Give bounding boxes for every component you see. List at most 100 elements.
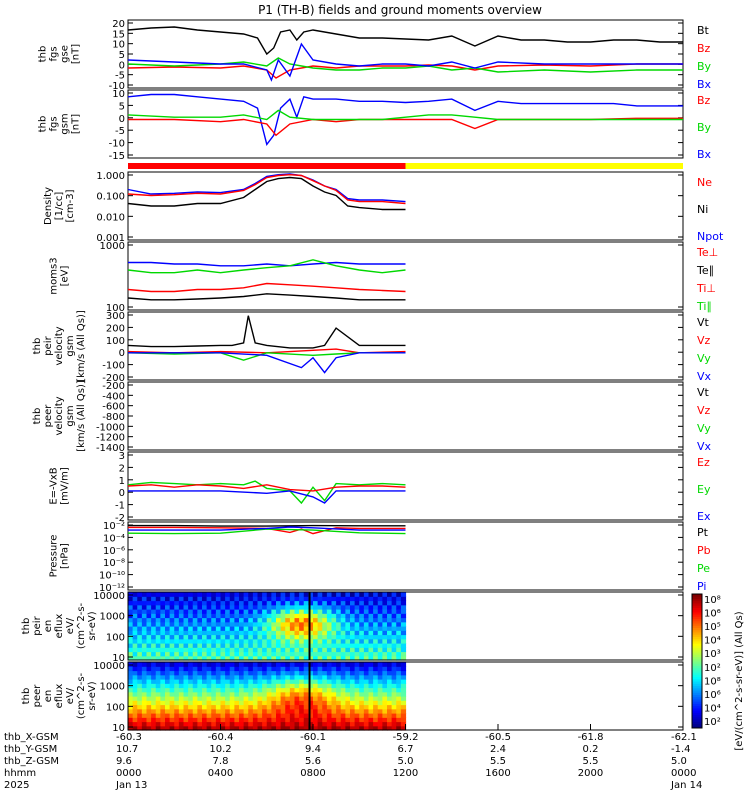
spectrogram-cell	[146, 717, 152, 723]
spectrogram-cell	[215, 609, 222, 614]
spectrogram-cell	[336, 725, 342, 731]
spectrogram-cell	[137, 708, 143, 714]
spectrogram-cell	[211, 687, 217, 693]
spectrogram-cell	[363, 613, 370, 619]
spectrogram-cell	[248, 670, 254, 676]
spectrogram-cell	[331, 666, 337, 672]
spectrogram-cell	[220, 721, 226, 727]
spectrogram-cell	[285, 626, 291, 631]
spectrogram-cell	[350, 717, 356, 723]
spectrogram-cell	[192, 613, 198, 619]
spectrogram-cell	[345, 683, 351, 689]
spectrogram-cell	[243, 621, 249, 627]
spectrogram-cell	[137, 713, 143, 718]
spectrogram-cell	[308, 717, 314, 723]
spectrogram-cell	[192, 717, 198, 723]
spectrogram-cell	[211, 609, 217, 614]
spectrogram-cell	[368, 717, 374, 723]
spectrogram-cell	[188, 683, 194, 689]
spectrogram-cell	[303, 651, 309, 657]
spectrogram-cell	[396, 691, 402, 697]
spectrogram-cell	[169, 592, 175, 597]
spectrogram-cell	[169, 674, 175, 680]
x-row-value: Jan 13	[115, 780, 147, 791]
x-row-value: 10.2	[209, 744, 231, 755]
spectrogram-cell	[336, 691, 342, 697]
spectrogram-cell	[169, 691, 175, 697]
spectrogram-cell	[266, 617, 272, 623]
spectrogram-cell	[160, 638, 166, 644]
spectrogram-cell	[317, 643, 323, 648]
spectrogram-cell	[239, 700, 245, 706]
spectrogram-cell	[215, 600, 222, 606]
spectrogram-cell	[165, 670, 171, 676]
spectrogram-cell	[289, 609, 296, 614]
spectrogram-cell	[137, 604, 143, 610]
spectrogram-cell	[128, 655, 134, 661]
spectrogram-cell	[151, 604, 157, 610]
spectrogram-cell	[340, 613, 346, 619]
spectrogram-cell	[363, 679, 370, 684]
spectrogram-cell	[377, 670, 383, 676]
spectrogram-cell	[146, 596, 152, 602]
colorbar-cell	[692, 594, 702, 597]
spectrogram-cell	[262, 721, 268, 727]
spectrogram-cell	[234, 617, 240, 623]
spectrogram-cell	[299, 609, 305, 614]
spectrogram-cell	[183, 613, 189, 619]
spectrogram-cell	[271, 674, 277, 680]
spectrogram-cell	[132, 651, 138, 657]
spectrogram-cell	[276, 708, 282, 714]
spectrogram-cell	[239, 713, 245, 718]
spectrogram-cell	[257, 670, 263, 676]
spectrogram-cell	[354, 592, 360, 597]
spectrogram-cell	[239, 643, 245, 648]
series-line	[128, 490, 406, 504]
y-axis-label: (cm^2-s-	[76, 602, 87, 649]
spectrogram-cell	[243, 717, 249, 723]
spectrogram-cell	[174, 696, 180, 701]
spectrogram-cell	[252, 679, 259, 684]
spectrogram-cell	[229, 617, 235, 623]
spectrogram-cell	[262, 613, 268, 619]
spectrogram-cell	[276, 630, 282, 636]
spectrogram-cell	[391, 596, 397, 602]
spectrogram-cell	[373, 604, 379, 610]
spectrogram-cell	[141, 674, 148, 680]
spectrogram-cell	[322, 725, 328, 731]
spectrogram-cell	[387, 687, 393, 693]
spectrogram-cell	[239, 617, 245, 623]
spectrogram-cell	[229, 621, 235, 627]
spectrogram-cell	[178, 604, 185, 610]
spectrogram-cell	[391, 666, 397, 672]
spectrogram-cell	[400, 691, 407, 697]
spectrogram-cell	[317, 666, 323, 672]
spectrogram-cell	[262, 713, 268, 718]
spectrogram-cell	[252, 634, 259, 640]
spectrogram-cell	[363, 592, 370, 597]
spectrogram-cell	[239, 630, 245, 636]
spectrogram-cell	[243, 696, 249, 701]
spectrogram-cell	[183, 630, 189, 636]
spectrogram-cell	[202, 666, 208, 672]
spectrogram-cell	[285, 721, 291, 727]
spectrogram-cell	[220, 717, 226, 723]
spectrogram-cell	[165, 630, 171, 636]
spectrogram-cell	[276, 643, 282, 648]
spectrogram-cell	[266, 717, 272, 723]
spectrogram-cell	[308, 704, 314, 710]
spectrogram-cell	[243, 638, 249, 644]
spectrogram-cell	[211, 666, 217, 672]
spectrogram-cell	[169, 704, 175, 710]
spectrogram-cell	[271, 655, 277, 661]
spectrogram-cell	[303, 609, 309, 614]
spectrogram-cell	[317, 647, 323, 653]
spectrogram-cell	[377, 683, 383, 689]
spectrogram-cell	[220, 687, 226, 693]
spectrogram-cell	[354, 617, 360, 623]
spectrogram-cell	[396, 638, 402, 644]
spectrogram-cell	[225, 643, 231, 648]
spectrogram-cell	[396, 708, 402, 714]
